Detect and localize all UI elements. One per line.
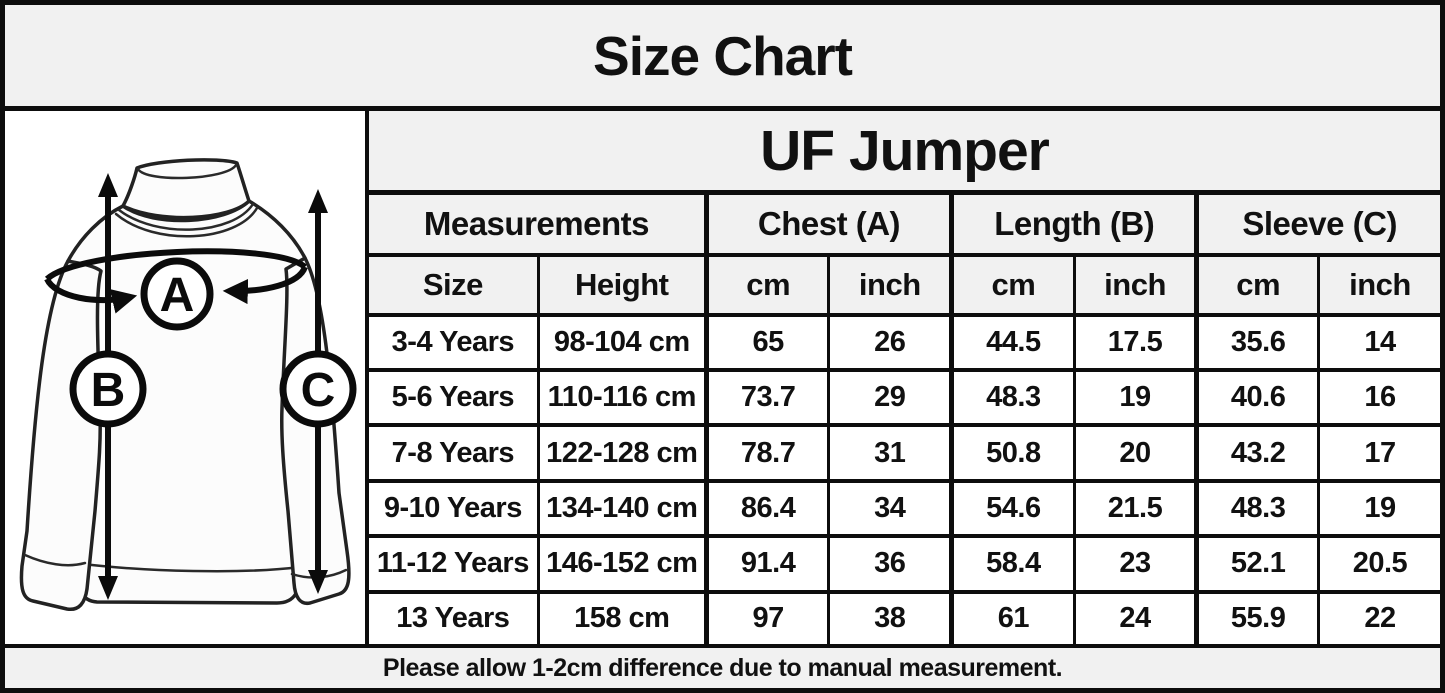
chest-measure-arrow (44, 248, 308, 314)
cell: 36 (827, 534, 954, 594)
cell: 78.7 (703, 423, 831, 483)
cell: 55.9 (1194, 589, 1320, 644)
cell: 17.5 (1072, 312, 1199, 373)
cell: 31 (827, 423, 954, 483)
cell: 97 (703, 589, 831, 644)
table-row: 5-6 Years 110-116 cm 73.7 29 48.3 19 40.6 16 (369, 368, 1440, 428)
cell: 23 (1072, 534, 1199, 594)
table-row: 9-10 Years 134-140 cm 86.4 34 54.6 21.5 48.3 19 (369, 478, 1440, 539)
jumper-measurement-illustration: A B C (19, 158, 357, 612)
cell: 22 (1316, 589, 1440, 644)
sub-header-5: inch (1072, 252, 1199, 317)
cell: 3-4 Years (369, 312, 540, 373)
cell: 98-104 cm (536, 312, 708, 373)
cell: 5-6 Years (369, 368, 540, 428)
cell: 122-128 cm (536, 423, 708, 483)
jumper-diagram: A B C (5, 111, 365, 644)
cell: 19 (1316, 478, 1440, 539)
group-header-2: Length (B) (949, 195, 1199, 257)
cell: 35.6 (1194, 312, 1320, 373)
cell: 52.1 (1194, 534, 1320, 594)
cell: 17 (1316, 423, 1440, 483)
cell: 40.6 (1194, 368, 1320, 428)
size-table-wrap: Measurements Chest (A) Length (B) Sleeve (C… (369, 195, 1440, 644)
cell: 48.3 (1194, 478, 1320, 539)
cell: 38 (827, 589, 954, 644)
cell: 65 (703, 312, 831, 373)
cell: 20 (1072, 423, 1199, 483)
title-bar: Size Chart (5, 5, 1440, 111)
marker-a-label: A (160, 269, 195, 322)
sub-header-1: Height (536, 252, 708, 317)
size-table-body: Measurements Chest (A) Length (B) Sleeve (C… (369, 195, 1440, 644)
sub-header-6: cm (1194, 252, 1320, 317)
cell: 158 cm (536, 589, 708, 644)
cell: 24 (1072, 589, 1199, 644)
sub-header-0: Size (369, 252, 540, 317)
cell: 61 (949, 589, 1076, 644)
marker-b-label: B (91, 364, 126, 417)
table-row: 3-4 Years 98-104 cm 65 26 44.5 17.5 35.6 14 (369, 312, 1440, 373)
table-row: 13 Years 158 cm 97 38 61 24 55.9 22 (369, 589, 1440, 644)
cell: 50.8 (949, 423, 1076, 483)
cell: 21.5 (1072, 478, 1199, 539)
page-title: Size Chart (593, 24, 853, 87)
cell: 13 Years (369, 589, 540, 644)
footer-note-bar: Please allow 1-2cm difference due to man… (5, 644, 1440, 688)
group-header-1: Chest (A) (703, 195, 954, 257)
cell: 146-152 cm (536, 534, 708, 594)
marker-c-label: C (301, 364, 336, 417)
cell: 16 (1316, 368, 1440, 428)
content-area: A B C UF Jumper (5, 111, 1440, 644)
cell: 19 (1072, 368, 1199, 428)
size-table: Measurements Chest (A) Length (B) Sleeve (C… (369, 195, 1440, 644)
marker-a: A (140, 257, 214, 331)
cell: 11-12 Years (369, 534, 540, 594)
cell: 54.6 (949, 478, 1076, 539)
table-row: 11-12 Years 146-152 cm 91.4 36 58.4 23 52.1 20.… (369, 534, 1440, 594)
cell: 29 (827, 368, 954, 428)
cell: 14 (1316, 312, 1440, 373)
size-table-area: UF Jumper Measurements Chest (A) Length (B… (365, 111, 1440, 644)
table-row: 7-8 Years 122-128 cm 78.7 31 50.8 20 43.2 17 (369, 423, 1440, 483)
sub-header-2: cm (703, 252, 831, 317)
footer-note: Please allow 1-2cm difference due to man… (382, 653, 1063, 682)
cell: 9-10 Years (369, 478, 540, 539)
cell: 48.3 (949, 368, 1076, 428)
group-header-0: Measurements (369, 195, 708, 257)
cell: 134-140 cm (536, 478, 708, 539)
cell: 43.2 (1194, 423, 1320, 483)
cell: 86.4 (703, 478, 831, 539)
sub-header-3: inch (827, 252, 954, 317)
sub-header-4: cm (949, 252, 1076, 317)
cell: 26 (827, 312, 954, 373)
cell: 58.4 (949, 534, 1076, 594)
group-header-3: Sleeve (C) (1194, 195, 1440, 257)
cell: 20.5 (1316, 534, 1440, 594)
cell: 34 (827, 478, 954, 539)
cell: 7-8 Years (369, 423, 540, 483)
cell: 44.5 (949, 312, 1076, 373)
sub-header-row: Size Height cm inch cm inch cm inch (369, 252, 1440, 317)
cell: 110-116 cm (536, 368, 708, 428)
sub-header-7: inch (1316, 252, 1440, 317)
group-header-row: Measurements Chest (A) Length (B) Sleeve (C… (369, 195, 1440, 257)
cell: 73.7 (703, 368, 831, 428)
marker-c: C (279, 350, 357, 428)
marker-b: B (69, 350, 147, 428)
cell: 91.4 (703, 534, 831, 594)
product-title: UF Jumper (760, 118, 1050, 183)
product-title-bar: UF Jumper (369, 111, 1440, 195)
